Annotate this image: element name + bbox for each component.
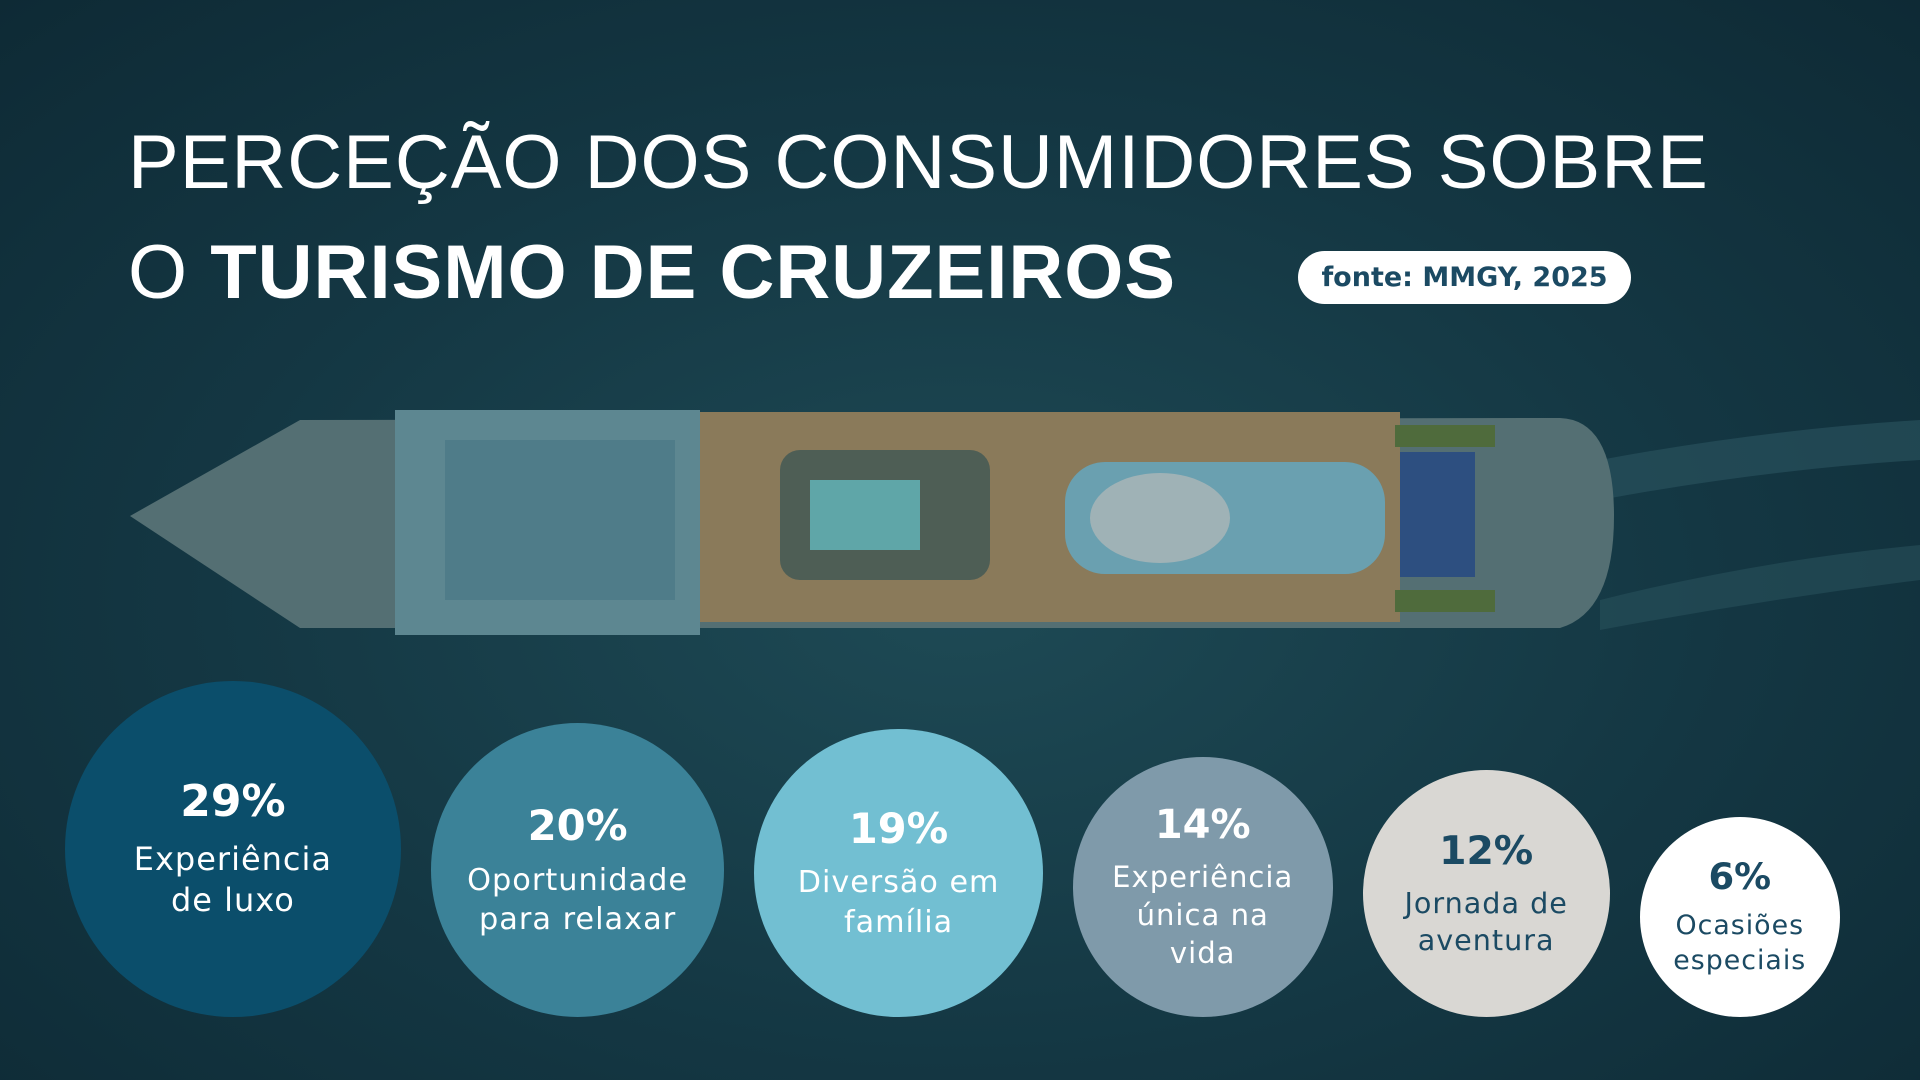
value-label: 6% [1708, 854, 1772, 898]
bubble: 29% Experiência de luxo [65, 681, 401, 1017]
value-label: 29% [180, 776, 286, 828]
source-badge: fonte: MMGY, 2025 [1298, 251, 1631, 304]
bubble: 19% Diversão em família [754, 728, 1043, 1017]
category-label: Experiência de luxo [133, 839, 332, 920]
title-line: PERCEÇÃO DOS CONSUMIDORES SOBRE [128, 120, 1709, 205]
title-highlight: TURISMO DE CRUZEIROS [210, 230, 1177, 315]
category-label: Diversão em família [797, 865, 1000, 940]
bubble: 12% Jornada de aventura [1362, 769, 1610, 1017]
title-line: O TURISMO DE CRUZEIROS [128, 228, 1176, 318]
value-label: 14% [1154, 802, 1251, 849]
bubble: 14% Experiência única na vida [1072, 757, 1333, 1017]
bubble: 6% Ocasiões especiais [1639, 816, 1840, 1017]
category-label: Jornada de aventura [1404, 885, 1568, 958]
bubble: 20% Oportunidade para relaxar [430, 723, 725, 1017]
value-label: 12% [1439, 827, 1534, 874]
category-label: Experiência única na vida [1112, 860, 1294, 970]
value-label: 20% [527, 800, 628, 850]
title-prefix: O [128, 230, 189, 315]
category-label: Oportunidade para relaxar [467, 862, 689, 938]
value-label: 19% [848, 803, 949, 853]
category-label: Ocasiões especiais [1673, 910, 1807, 977]
